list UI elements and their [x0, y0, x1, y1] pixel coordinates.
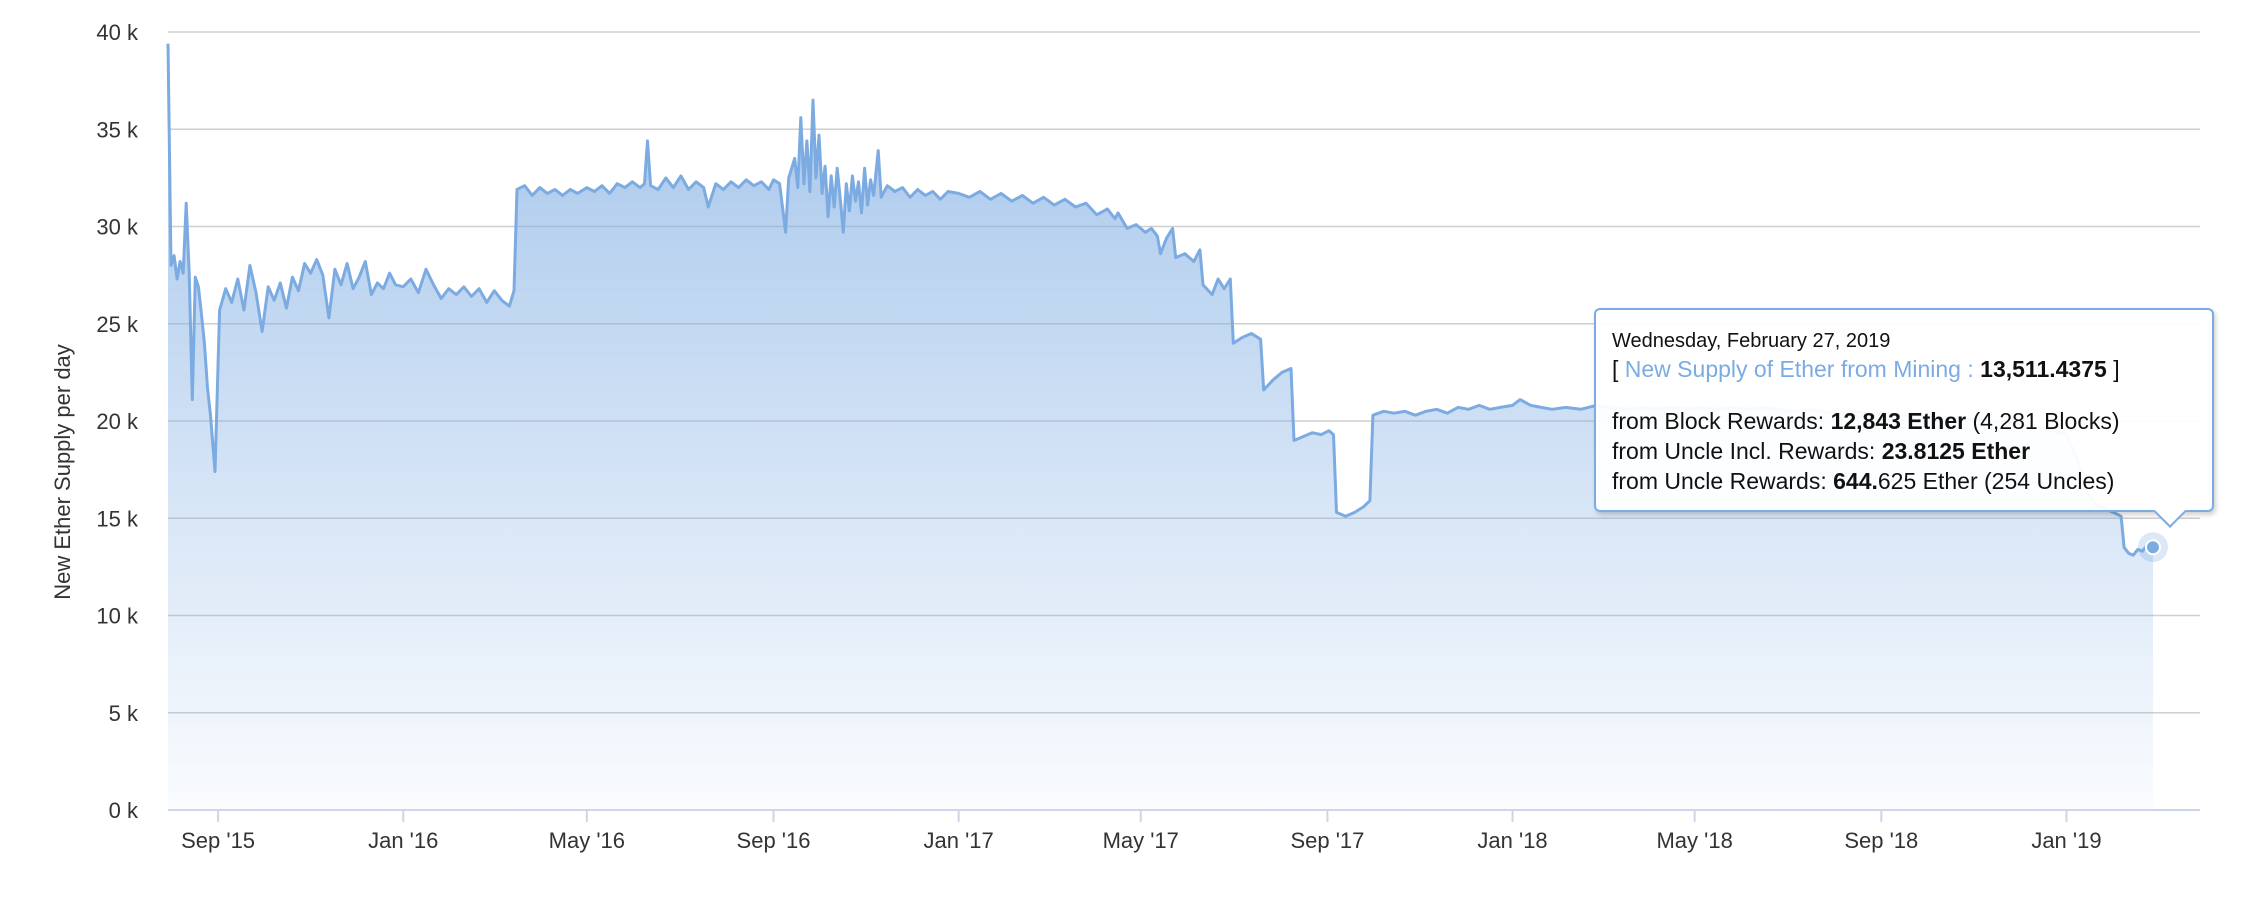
y-axis-title: New Ether Supply per day: [50, 344, 75, 600]
axes: [168, 809, 2200, 822]
tooltip-series-separator: :: [1967, 356, 1974, 382]
data-tooltip: Wednesday, February 27, 2019 [ New Suppl…: [1594, 308, 2214, 528]
x-tick-label: Sep '17: [1290, 828, 1364, 853]
tooltip-row-rest: (4,281 Blocks): [1972, 408, 2120, 434]
y-tick-label: 35 k: [96, 117, 139, 142]
x-tick-label: Sep '15: [181, 828, 255, 853]
x-tick-label: Sep '16: [737, 828, 811, 853]
y-tick-label: 30 k: [96, 215, 139, 240]
tooltip-series-value: 13,511.4375: [1980, 356, 2107, 382]
y-tick-label: 5 k: [109, 701, 139, 726]
x-tick-label: Jan '16: [368, 828, 438, 853]
x-tick-label: May '17: [1103, 828, 1179, 853]
y-tick-label: 40 k: [96, 20, 139, 45]
tooltip-row-label: from Uncle Incl. Rewards:: [1612, 438, 1876, 464]
y-tick-label: 15 k: [96, 506, 139, 531]
x-tick-label: Jan '17: [924, 828, 994, 853]
tooltip-row-uncle-incl-rewards: from Uncle Incl. Rewards: 23.8125 Ether: [1612, 436, 2196, 466]
x-tick-label: Sep '18: [1844, 828, 1918, 853]
tooltip-bracket-close: ]: [2113, 356, 2120, 382]
y-tick-label: 20 k: [96, 409, 139, 434]
y-tick-label: 10 k: [96, 604, 139, 629]
tooltip-row-strong: 12,843 Ether: [1830, 408, 1967, 434]
tooltip-row-rest: 625 Ether (254 Uncles): [1877, 468, 2115, 494]
x-axis-labels: Sep '15 Jan '16 May '16 Sep '16 Jan '17 May '…: [181, 828, 2101, 853]
x-tick-label: May '18: [1656, 828, 1732, 853]
highlight-point[interactable]: [2144, 539, 2161, 556]
tooltip-row-label: from Uncle Rewards:: [1612, 468, 1827, 494]
series-area-fill: [168, 43, 2153, 810]
tooltip-row-label: from Block Rewards:: [1612, 408, 1825, 434]
tooltip-row-uncle-rewards: from Uncle Rewards: 644.625 Ether (254 U…: [1612, 466, 2196, 496]
tooltip-date: Wednesday, February 27, 2019: [1612, 330, 1891, 352]
y-tick-label: 0 k: [109, 798, 139, 823]
tooltip-row-strong: 23.8125 Ether: [1881, 438, 2031, 464]
x-tick-label: Jan '18: [1477, 828, 1547, 853]
x-tick-label: Jan '19: [2031, 828, 2101, 853]
tooltip-bracket-open: [: [1612, 356, 1619, 382]
x-tick-label: May '16: [549, 828, 625, 853]
tooltip-row-strong: 644.: [1833, 468, 1878, 494]
highlight-marker: [2137, 532, 2168, 563]
y-tick-label: 25 k: [96, 312, 139, 337]
tooltip-spacer: [1612, 384, 2196, 406]
y-axis-labels: 0 k 5 k 10 k 15 k 20 k 25 k 30 k 35 k 40 k: [96, 20, 139, 823]
tooltip-series-name: New Supply of Ether from Mining: [1624, 356, 1961, 382]
tooltip-series-line: [ New Supply of Ether from Mining : 13,5…: [1612, 354, 2196, 384]
tooltip-row-block-rewards: from Block Rewards: 12,843 Ether (4,281 …: [1612, 406, 2196, 436]
